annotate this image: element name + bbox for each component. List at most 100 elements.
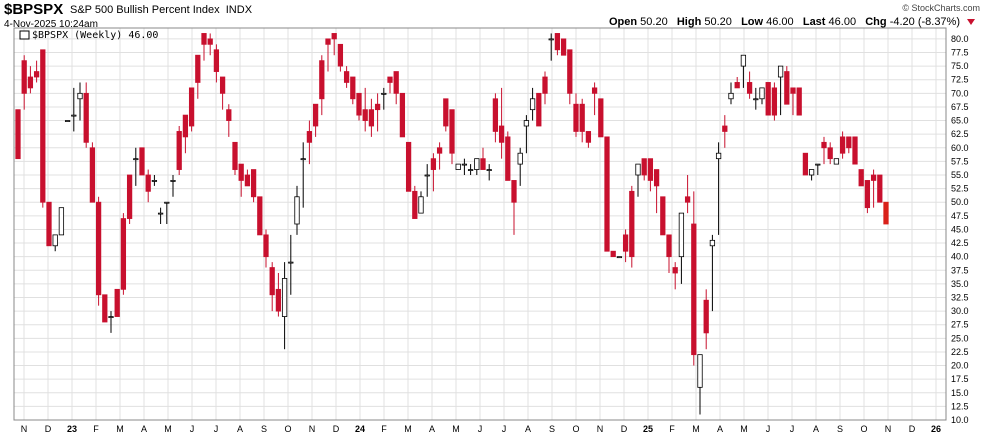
candle [443,98,449,132]
candle [839,131,846,159]
candle-body [399,92,406,138]
candle [684,175,691,214]
x-tick-label: J [790,424,795,434]
candle [498,87,505,159]
candle-body [486,169,492,171]
candle-body [852,136,858,165]
candle [306,120,313,165]
x-tick-label: N [309,424,316,434]
candle-body [647,158,654,181]
candle [337,43,344,72]
x-tick-label: A [717,424,723,434]
candle-body [387,76,393,83]
x-tick-label: D [621,424,628,434]
y-tick-label: 60.0 [951,143,969,153]
candle-body [325,38,331,45]
candle-body [71,114,77,117]
candle [331,33,337,56]
candle [58,207,65,236]
candle [560,38,567,56]
candle-body [281,278,288,317]
candle-body [213,49,220,72]
candle [46,201,52,247]
ohlc-readout: Open 50.20 High 50.20 Low 46.00 Last 46.… [609,16,960,28]
x-tick-label: S [261,424,267,434]
candle [430,153,437,192]
candle-body [536,92,542,127]
candle [195,54,201,99]
candle [554,33,561,56]
candle [207,33,213,56]
candle [467,164,474,175]
candle-body [784,71,790,105]
candle [393,71,399,105]
candle-body [331,33,337,40]
y-tick-label: 57.5 [951,156,969,166]
candle-body [877,174,883,203]
chart-legend: $BPSPX (Weekly) 46.00 [32,30,158,41]
candle [257,196,263,236]
candle-body [374,103,381,111]
candle [480,147,486,170]
candle-body [846,136,852,149]
candle-body [598,98,604,138]
candle [672,262,678,290]
candle-body [560,38,567,56]
x-tick-label: S [837,424,843,434]
candle-body [821,141,827,149]
candle-body [362,109,368,121]
candle-body [108,316,114,318]
candle [536,92,542,127]
candle-body [461,163,468,166]
candle-body [604,136,610,252]
x-tick-label: A [525,424,531,434]
brand-label[interactable]: © StockCharts.com [902,3,980,13]
candle-body [585,131,592,143]
candle-body [815,163,821,166]
candle [133,147,139,186]
candle-body [622,234,629,252]
candle-body [424,174,430,177]
candle [505,131,511,181]
candle-body [839,136,846,154]
candle [219,76,226,110]
candle [858,169,864,187]
candle-body [219,76,226,94]
candle-body [870,174,877,181]
candle [833,158,840,165]
y-tick-label: 65.0 [951,116,969,126]
candle [846,136,852,154]
candle-body [883,201,889,225]
candle [40,49,46,208]
candle [492,93,499,143]
candle [579,98,585,143]
y-tick-label: 55.0 [951,170,969,180]
candle [678,212,685,284]
low-label: Low [741,16,764,28]
candle [635,163,641,197]
candle [877,174,883,203]
candle [765,82,771,116]
y-tick-label: 62.5 [951,129,969,139]
candle-body [418,196,424,214]
candle [691,191,697,366]
candle [455,163,461,170]
candle [21,55,27,110]
candle-body [746,82,753,94]
candle [424,164,430,197]
y-tick-label: 80.0 [951,34,969,44]
candle-body [833,158,840,165]
candle-body [790,87,796,94]
candle-body [691,223,697,356]
x-tick-label: D [909,424,916,434]
candle-body [591,87,598,94]
candle [374,93,381,132]
high-label: High [676,16,702,28]
x-tick-label: M [740,424,748,434]
y-tick-label: 30.0 [951,306,969,316]
candle-body [734,82,740,89]
candle [821,136,827,165]
y-axis: 10.0 12.5 15.0 17.5 20.0 22.5 25.0 27.5 30.0 32.5… [951,34,969,425]
candle [474,158,480,175]
